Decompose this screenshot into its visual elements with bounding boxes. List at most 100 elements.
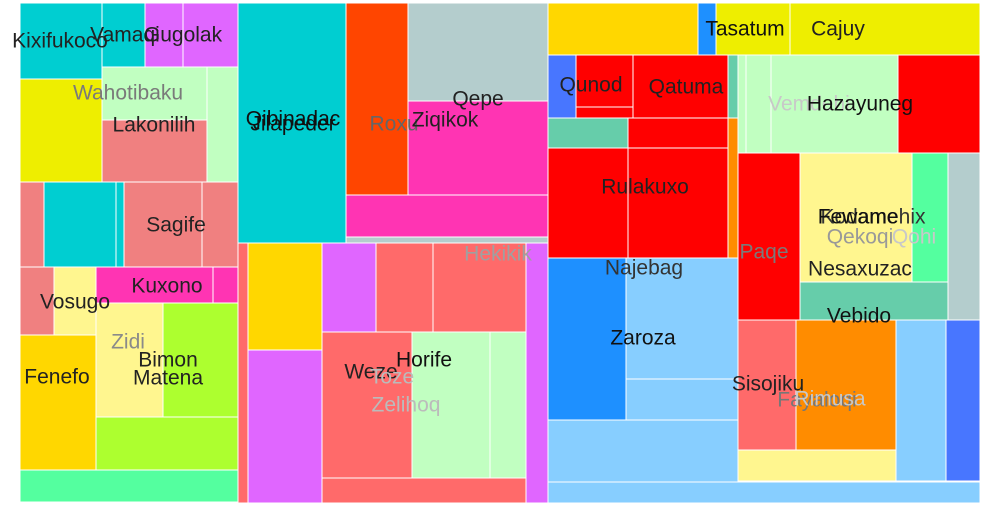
treemap-label-weze: Weze — [344, 361, 397, 384]
treemap-label-qekoqi: Qekoqi — [827, 226, 894, 249]
treemap-block-b46 — [575, 106, 634, 119]
treemap-block-b06 — [101, 66, 208, 121]
treemap-block-b58 — [737, 152, 801, 321]
treemap-block-b51 — [547, 147, 629, 259]
treemap-label-rulakuxo: Rulakuxo — [601, 176, 689, 199]
treemap-block-b67 — [737, 319, 797, 451]
treemap-block-b50 — [627, 117, 729, 149]
treemap-block-b05 — [19, 78, 103, 183]
treemap-block-b65 — [625, 378, 739, 421]
treemap-block-b68 — [795, 319, 897, 451]
treemap-block-b32 — [321, 242, 377, 333]
treemap-block-b08 — [101, 119, 208, 183]
treemap-label-hazayuneg: Hazayuneg — [807, 93, 913, 116]
treemap-block-b37 — [489, 331, 527, 479]
treemap-block-b16 — [95, 266, 214, 304]
treemap-block-b72 — [547, 481, 981, 504]
treemap-block-b53 — [727, 117, 739, 259]
treemap-label-kodamehix: Kodamehix — [820, 206, 926, 229]
treemap-label-tasatum: Tasatum — [705, 18, 784, 41]
treemap-label-gugolak: Gugolak — [144, 24, 223, 47]
treemap-block-b55 — [745, 54, 772, 154]
treemap-block-b22 — [19, 469, 239, 503]
treemap-label-lakonilih: Lakonilih — [113, 114, 196, 137]
treemap-label-vebido: Vebido — [827, 305, 891, 328]
treemap-block-b10 — [43, 181, 117, 268]
treemap-block-b56 — [770, 54, 899, 154]
treemap-label-qatuma: Qatuma — [649, 76, 724, 99]
treemap-block-b25 — [407, 2, 549, 102]
treemap-label-vemdehi: Vemdehi — [768, 93, 850, 116]
treemap-block-b59 — [799, 152, 913, 283]
treemap-block-b52 — [627, 147, 729, 259]
treemap-block-b66 — [547, 419, 739, 483]
treemap-block-b26 — [407, 100, 549, 196]
treemap-block-b30 — [247, 242, 323, 351]
treemap-label-roxu: Roxu — [369, 113, 418, 136]
treemap-block-b13 — [201, 181, 239, 268]
treemap-block-b63 — [547, 257, 627, 421]
treemap-block-b29 — [237, 242, 249, 504]
treemap-block-b03 — [144, 2, 184, 68]
treemap-label-zelihoq: Zelihoq — [372, 394, 441, 417]
treemap-block-b02 — [101, 2, 146, 68]
treemap-label-najebag: Najebag — [605, 257, 683, 280]
treemap-block-b62 — [799, 281, 949, 321]
treemap-label-horife: Horife — [396, 349, 452, 372]
treemap-block-b18 — [19, 334, 97, 471]
treemap-block-b39 — [525, 242, 549, 504]
treemap-label-zaroza: Zaroza — [610, 327, 676, 350]
treemap-label-rimusa: Rimusa — [794, 388, 866, 411]
treemap-blocks — [19, 2, 981, 504]
treemap-label-qunod: Qunod — [559, 74, 622, 97]
treemap-label-wahotibaku: Wahotibaku — [73, 82, 183, 105]
treemap-block-b47 — [632, 54, 729, 119]
treemap-label-qibinadac: Qibinadac — [246, 108, 341, 131]
treemap-block-b40 — [547, 2, 699, 56]
treemap-block-b19 — [95, 302, 164, 418]
treemap-label-nesaxuzac: Nesaxuzac — [808, 258, 912, 281]
treemap-block-b31 — [247, 349, 323, 504]
treemap-block-b20 — [162, 302, 239, 418]
treemap-label-toze: Toze — [370, 366, 414, 389]
treemap-block-b24 — [345, 2, 409, 196]
treemap-block-b01 — [19, 2, 103, 80]
treemap-block-b11 — [115, 181, 125, 268]
treemap-label-matena: Matena — [133, 367, 203, 390]
treemap-label-sisojiku: Sisojiku — [732, 373, 804, 396]
treemap-label-sagife: Sagife — [146, 214, 206, 237]
treemap-label-vosugo: Vosugo — [40, 291, 110, 314]
treemap-block-b27 — [345, 194, 549, 238]
treemap-block-b12 — [123, 181, 203, 268]
treemap-block-b17 — [212, 266, 239, 304]
treemap-block-b21 — [95, 416, 239, 471]
treemap-label-kixifukoco: Kixifukoco — [12, 30, 108, 53]
treemap-label-hekikik: Hekikik — [464, 243, 532, 266]
treemap-block-b14 — [19, 266, 55, 336]
treemap-label-fewame: Fewame — [818, 206, 899, 229]
treemap-block-b33 — [375, 242, 434, 333]
treemap-block-b07 — [206, 66, 239, 183]
treemap-label-qepe: Qepe — [452, 88, 503, 111]
treemap-label-qohi: Qohi — [892, 226, 936, 249]
treemap-label-fenefo: Fenefo — [24, 366, 89, 389]
treemap-label-bimon: Bimon — [138, 349, 198, 372]
treemap-label-cajuy: Cajuy — [811, 18, 865, 41]
treemap-block-b60 — [911, 152, 949, 283]
treemap-block-b57 — [897, 54, 981, 154]
treemap-block-b69 — [895, 319, 947, 482]
treemap-label-jilapeder: Jilapeder — [250, 113, 335, 136]
treemap-block-b61 — [947, 152, 981, 321]
treemap-label-ziqikok: Ziqikok — [412, 109, 479, 132]
treemap-label-fayaloqi: Fayaloqi — [777, 389, 856, 412]
treemap-block-b64 — [625, 257, 739, 380]
treemap-label-paqe: Paqe — [739, 241, 788, 264]
treemap-block-b15 — [53, 266, 97, 336]
treemap-block-b42 — [715, 2, 791, 56]
treemap-block-b23 — [237, 2, 347, 244]
treemap-block-b38 — [321, 477, 527, 504]
treemap-block-b54 — [737, 54, 747, 154]
treemap-block-b09 — [19, 181, 45, 268]
treemap-block-b44 — [547, 54, 577, 119]
